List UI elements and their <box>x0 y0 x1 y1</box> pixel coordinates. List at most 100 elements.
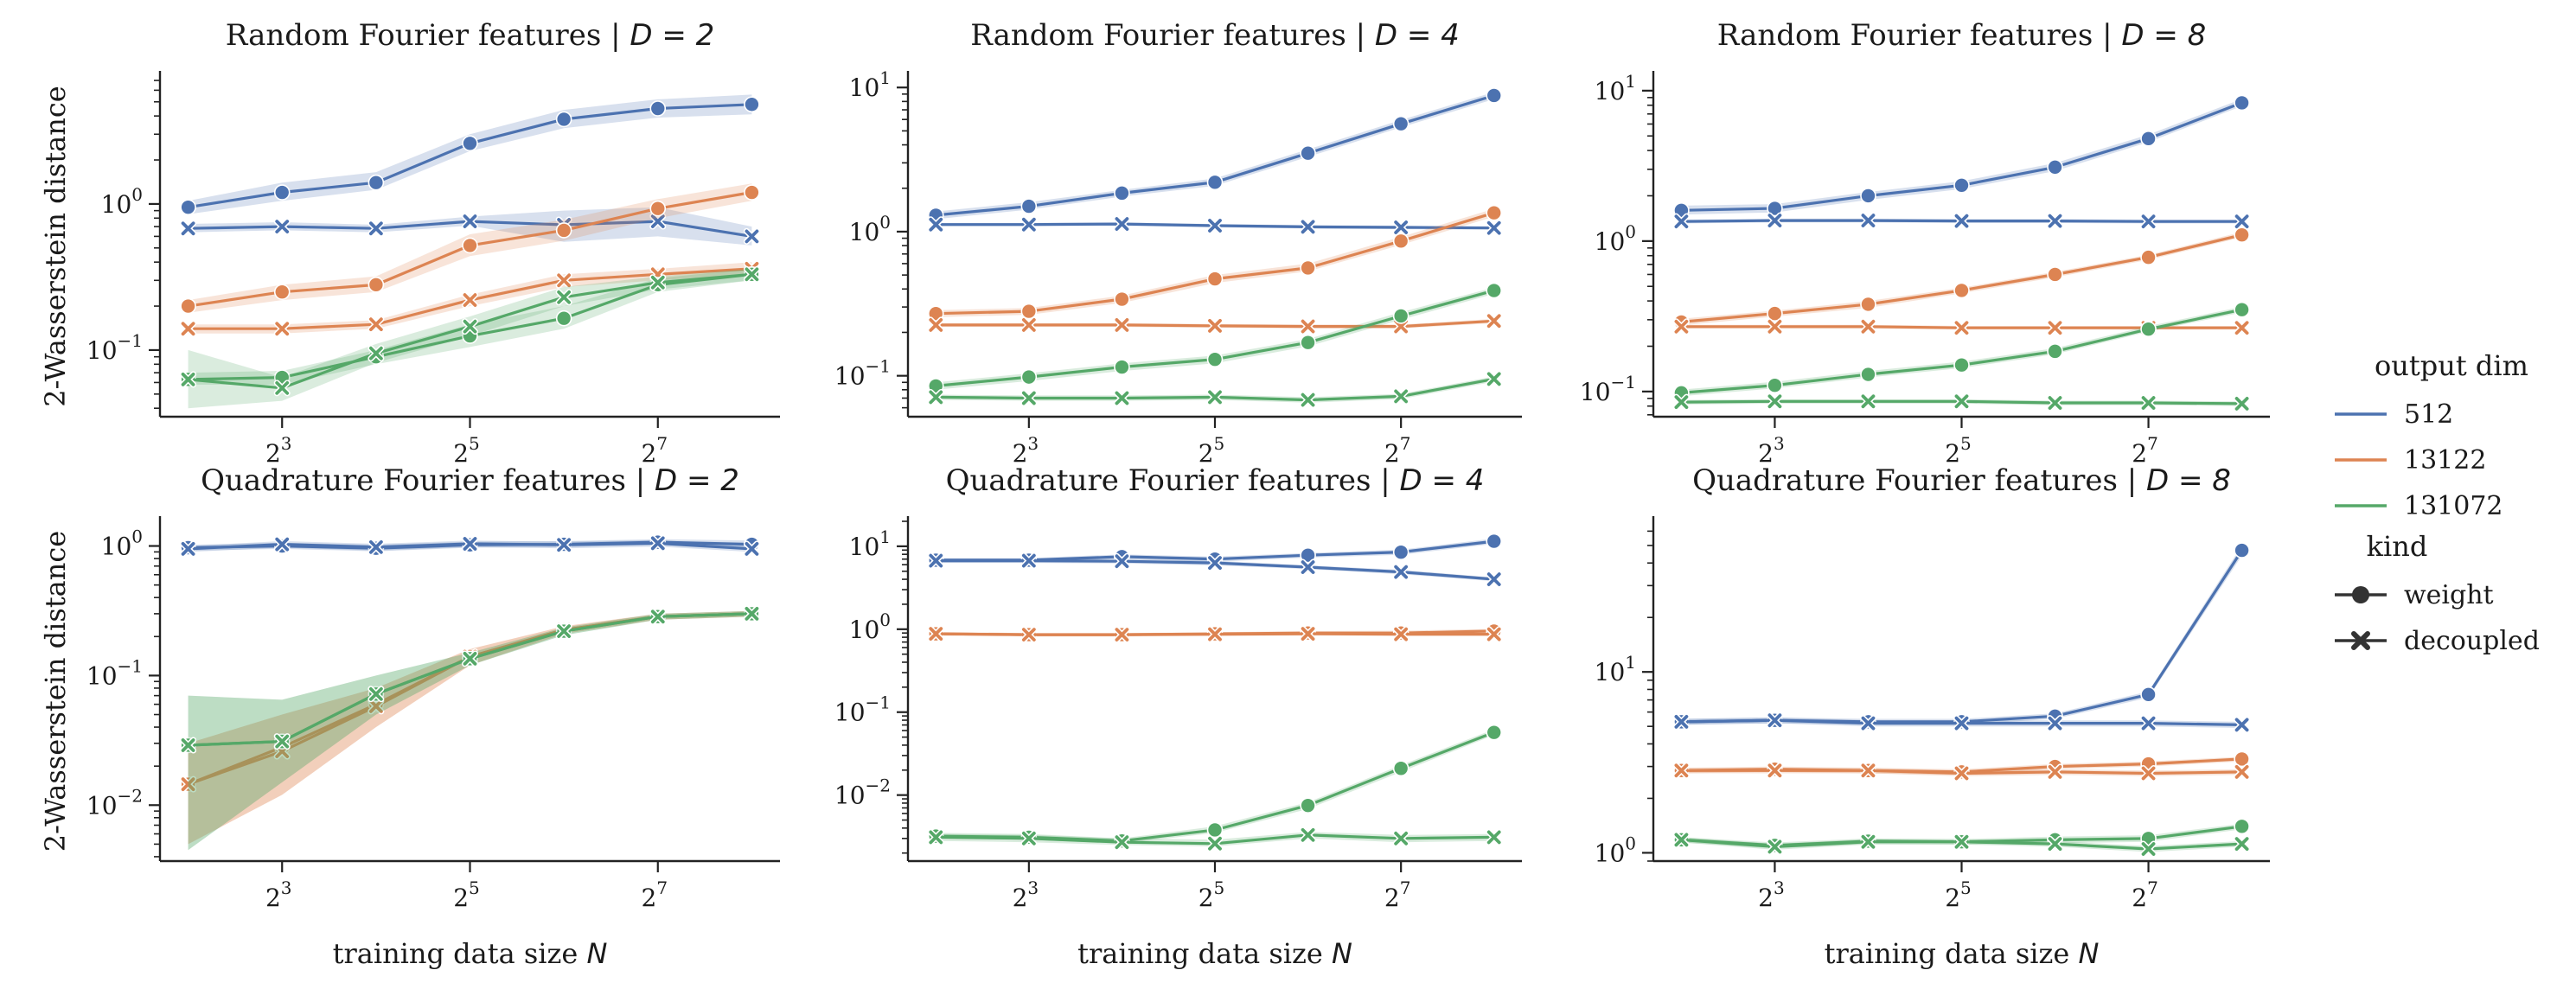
data-point <box>1486 314 1501 329</box>
data-point <box>1767 319 1782 334</box>
x-tick-label: 23 <box>1013 878 1039 912</box>
data-point <box>181 322 195 336</box>
x-tick-label: 23 <box>265 878 292 912</box>
data-point <box>1115 318 1129 332</box>
data-point <box>181 221 195 236</box>
data-point <box>1300 797 1316 814</box>
data-point <box>1394 627 1409 641</box>
x-tick-label: 23 <box>1758 433 1785 468</box>
data-point <box>1392 233 1409 250</box>
data-point <box>2234 397 2249 411</box>
subplot-3: Random Fourier features | D = 8 10−1 100 10… <box>1580 18 2270 468</box>
data-point <box>1300 334 1316 351</box>
data-point <box>1953 176 1970 194</box>
data-point <box>929 553 943 568</box>
data-point <box>1861 763 1876 778</box>
data-point <box>275 734 290 749</box>
data-point <box>1208 836 1222 851</box>
y-tick-label: 100 <box>101 184 143 219</box>
series-512-weight <box>1673 542 2250 731</box>
confidence-band <box>1681 306 2242 397</box>
data-point <box>463 293 477 307</box>
data-point <box>650 214 665 228</box>
data-point <box>555 310 572 327</box>
x-tick-label: 27 <box>1384 433 1411 468</box>
data-point <box>1767 377 1783 393</box>
y-tick-label: 10−1 <box>1580 372 1636 406</box>
data-point <box>368 539 383 554</box>
data-point <box>744 96 760 113</box>
data-point <box>1767 305 1783 322</box>
data-point <box>1954 214 1969 228</box>
confidence-band <box>1681 232 2242 326</box>
x-tick-label: 27 <box>2132 878 2158 912</box>
data-point <box>1300 144 1316 162</box>
data-point <box>2141 396 2156 410</box>
data-point <box>1674 319 1689 334</box>
data-point <box>650 275 665 290</box>
data-point <box>463 214 477 228</box>
data-point <box>745 606 759 621</box>
series-13122-decoupled <box>927 625 1503 643</box>
y-tick-label: 101 <box>1595 652 1636 686</box>
y-tick-label: 10−2 <box>834 775 891 810</box>
data-point <box>1954 766 1969 781</box>
legend-title-output-dim: output dim <box>2375 349 2528 382</box>
legend-title-kind: kind <box>2367 530 2428 563</box>
y-tick-label: 101 <box>849 67 891 102</box>
data-point <box>2140 249 2157 265</box>
data-point <box>181 372 195 386</box>
data-point <box>649 200 667 217</box>
data-point <box>1020 198 1038 214</box>
series-512-weight <box>180 94 760 215</box>
legend-marker-circle <box>2352 586 2369 603</box>
series-131072-weight <box>927 282 1503 394</box>
data-point <box>1394 565 1409 579</box>
data-point <box>1674 714 1689 729</box>
data-point <box>462 135 478 152</box>
series-512-weight <box>927 87 1503 224</box>
data-point <box>180 199 196 215</box>
data-point <box>1301 827 1315 842</box>
data-point <box>1674 833 1689 847</box>
series-13122-decoupled <box>1672 762 2251 782</box>
data-point <box>368 686 383 701</box>
data-point <box>1020 303 1038 320</box>
data-point <box>1486 220 1501 235</box>
data-point <box>1115 835 1129 850</box>
data-point <box>1767 763 1782 778</box>
data-point <box>929 830 943 845</box>
data-point <box>1206 821 1224 839</box>
data-point <box>1861 394 1876 409</box>
data-point <box>1208 627 1222 641</box>
x-axis-label: training data size N <box>1825 937 2100 970</box>
data-point <box>1392 115 1409 132</box>
data-point <box>2234 818 2250 835</box>
subplot-title: Random Fourier features | D = 4 <box>970 18 1460 53</box>
series-131072-weight <box>927 724 1503 849</box>
legend: output dim 512 13122 131072 kind weight decoup… <box>2335 349 2540 656</box>
legend-label: decoupled <box>2404 626 2540 656</box>
data-point <box>1394 220 1409 234</box>
data-point <box>1392 544 1409 560</box>
data-point <box>1114 290 1130 308</box>
data-point <box>1486 372 1501 386</box>
data-point <box>649 100 667 117</box>
data-point <box>2048 321 2062 335</box>
data-point <box>1021 553 1036 568</box>
data-point <box>463 651 477 666</box>
series-line <box>936 93 1495 217</box>
data-point <box>1486 204 1503 221</box>
x-tick-label: 27 <box>641 433 668 468</box>
data-point <box>1115 391 1129 405</box>
data-point <box>1301 319 1315 334</box>
x-axis-label: training data size N <box>333 937 608 970</box>
data-point <box>1674 763 1689 778</box>
data-point <box>2048 396 2062 410</box>
data-point <box>557 273 572 288</box>
data-point <box>273 184 291 201</box>
subplot-6: Quadrature Fourier features | D = 8 100 10… <box>1595 463 2270 970</box>
x-tick-label: 27 <box>2132 433 2158 468</box>
data-point <box>1392 308 1409 324</box>
